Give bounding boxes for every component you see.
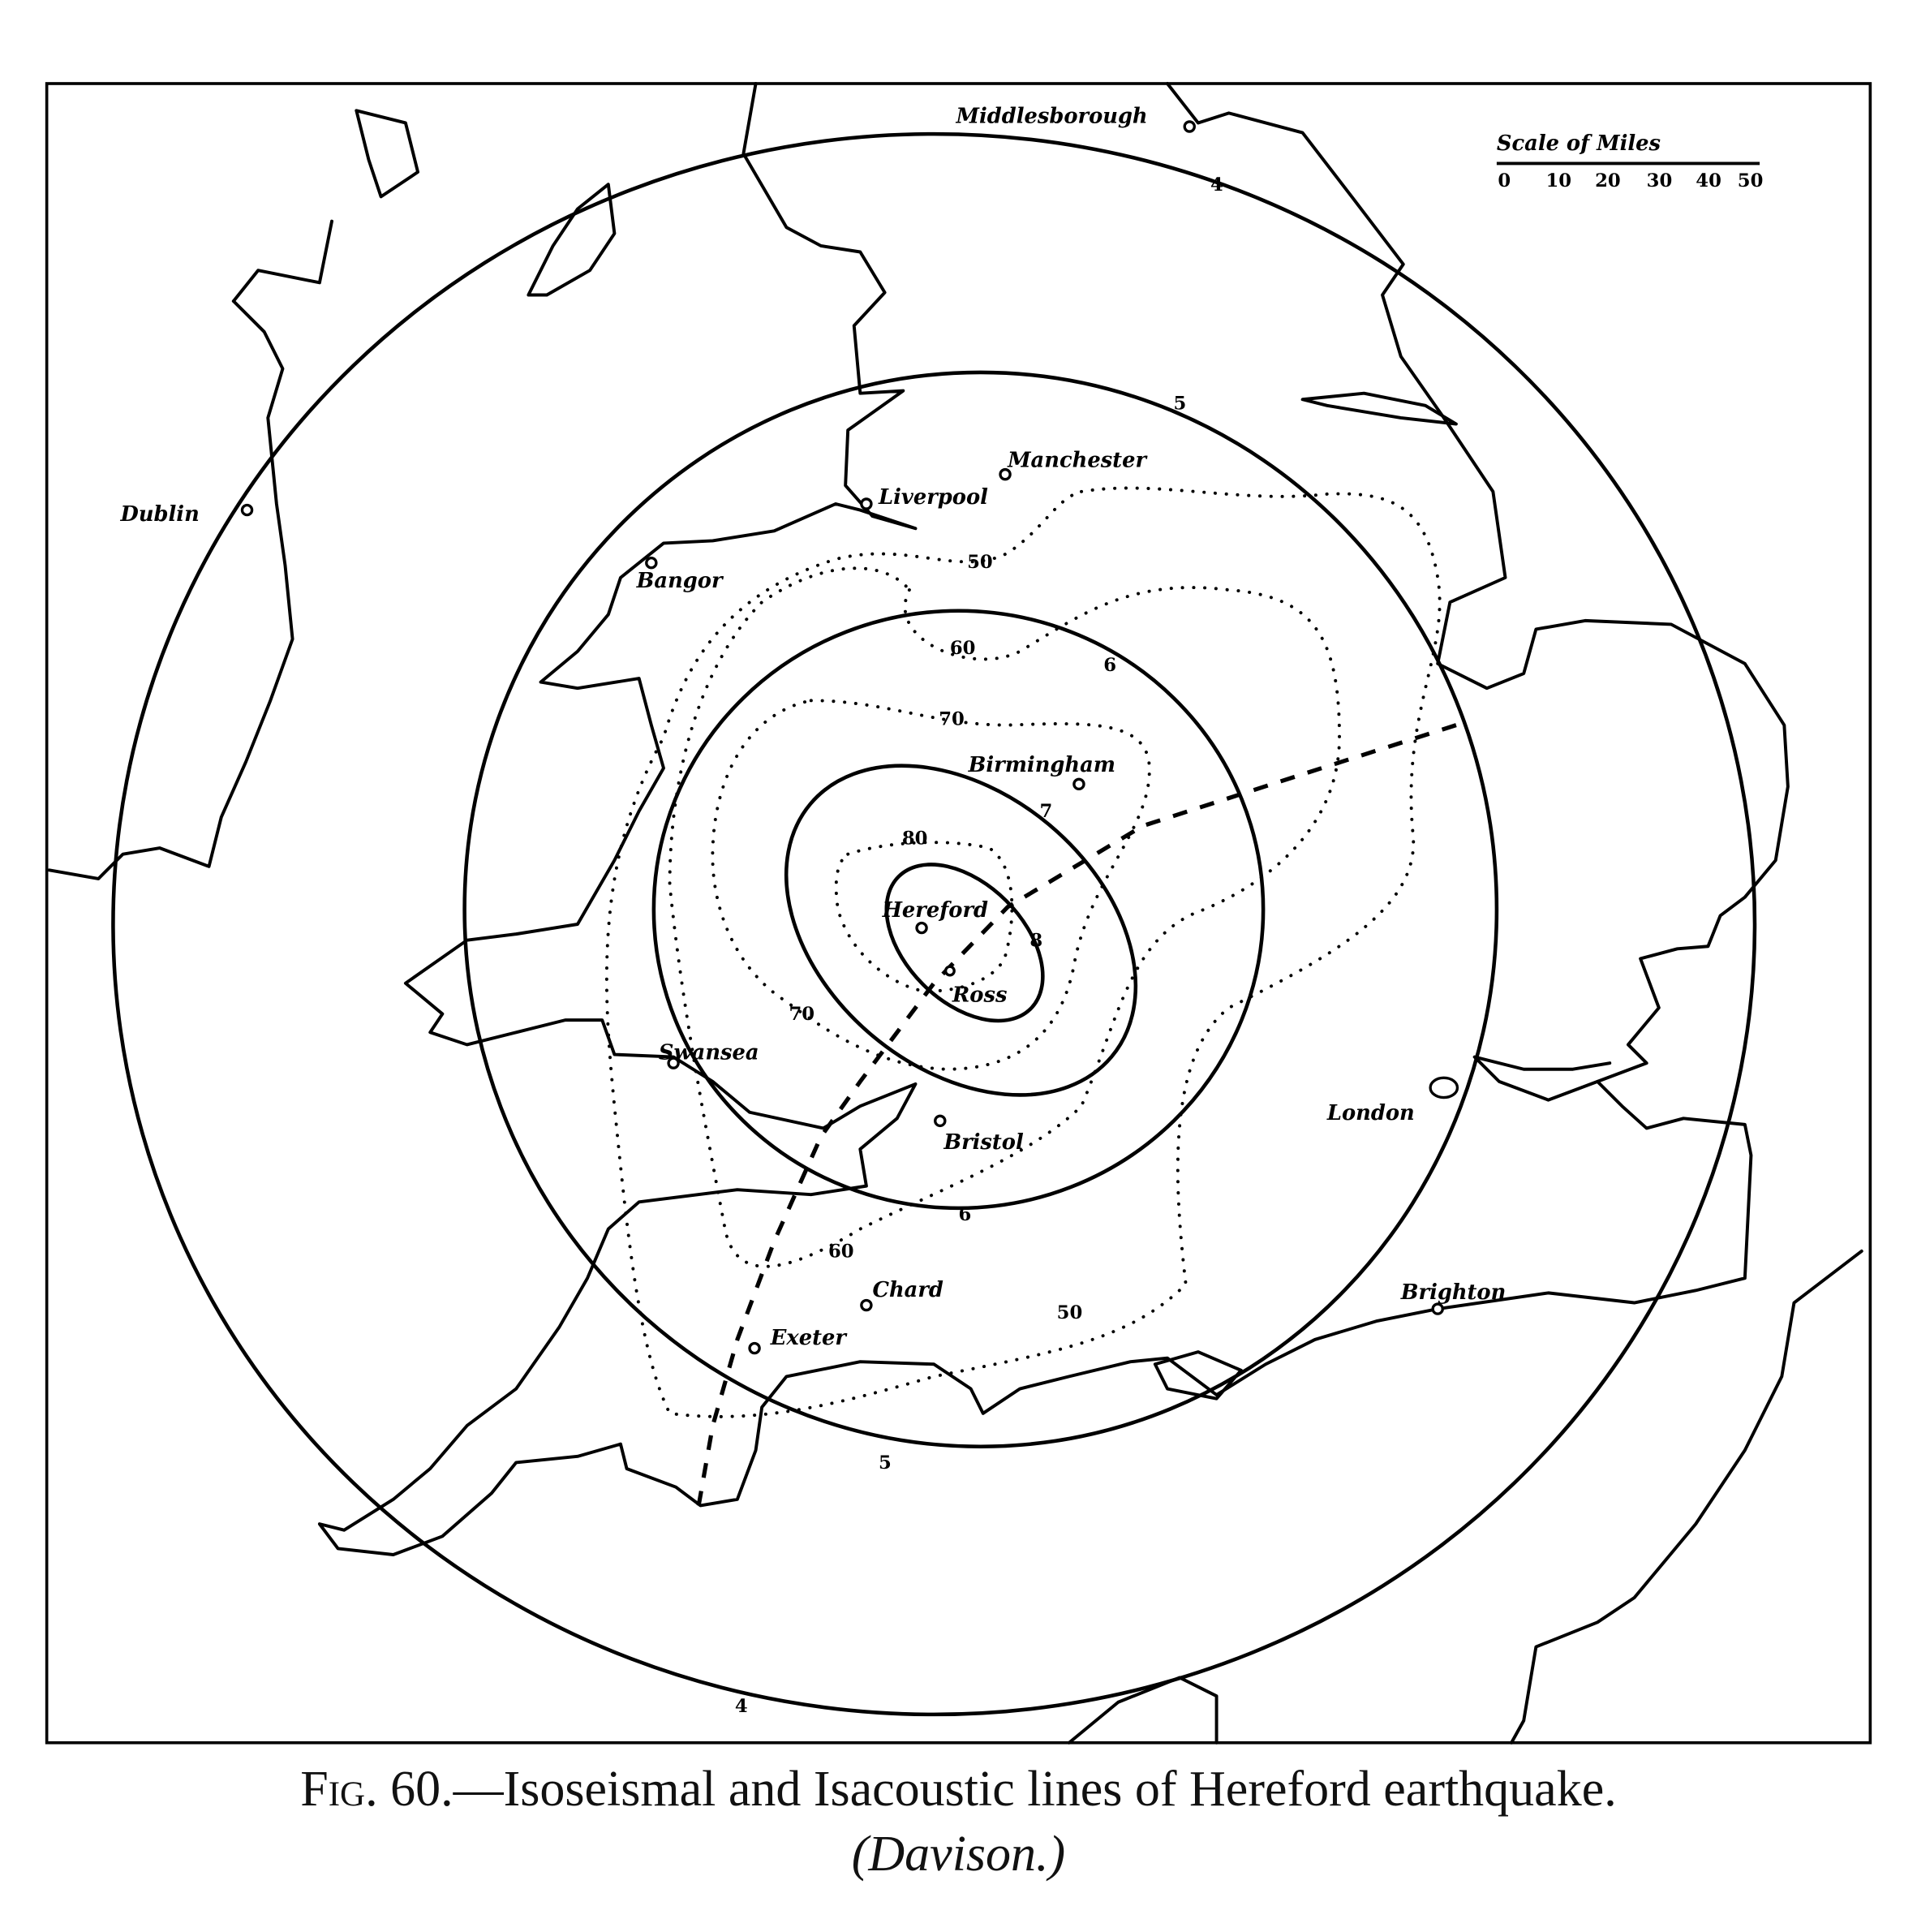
figure-number: Fig. 60. — [300, 1762, 453, 1817]
isacoustic-label: 70 — [939, 709, 965, 730]
coastline-ireland — [47, 299, 294, 880]
figure-caption-text: —Isoseismal and Isacoustic lines of Here… — [453, 1762, 1617, 1817]
isoseismal-label: 6 — [1103, 655, 1116, 676]
isoseismal-label: 5 — [879, 1452, 892, 1474]
isacoustic-label: 50 — [1057, 1302, 1083, 1323]
scale-tick-10: 10 — [1545, 170, 1571, 191]
isacoustic-label: 60 — [950, 638, 976, 659]
city-marker-bristol — [934, 1114, 947, 1128]
city-label-bangor: Bangor — [636, 569, 724, 593]
coastline-scotland-west — [231, 109, 420, 303]
map-frame — [45, 82, 1872, 1745]
isacoustic-50 — [604, 486, 1442, 1418]
isoseismal-label: 4 — [1210, 174, 1223, 196]
city-marker-swansea — [667, 1056, 680, 1069]
city-marker-bangor — [645, 556, 658, 570]
city-marker-brighton — [1431, 1302, 1444, 1315]
isacoustic-80 — [834, 841, 1014, 993]
isoseismal-label: 7 — [1039, 801, 1052, 822]
isoseismal-6 — [651, 609, 1266, 1211]
coastline-irish-sea-inlet — [1300, 391, 1458, 426]
city-label-brighton: Brighton — [1400, 1280, 1507, 1305]
isoseismal-5 — [462, 370, 1499, 1448]
city-label-chard: Chard — [872, 1278, 943, 1302]
city-label-birmingham: Birmingham — [968, 753, 1115, 777]
city-label-london: London — [1326, 1101, 1415, 1125]
isacoustic-label: 50 — [967, 552, 993, 573]
city-label-dublin: Dublin — [120, 502, 200, 527]
isoseismal-8 — [884, 863, 1045, 1023]
scale-title: Scale of Miles — [1497, 131, 1661, 156]
figure-caption: Fig. 60.—Isoseismal and Isacoustic lines… — [0, 1761, 1917, 1818]
city-marker-london — [1429, 1076, 1459, 1099]
coastlines — [47, 82, 1863, 1745]
isoseismal-4 — [111, 131, 1757, 1717]
scale-tick-30: 30 — [1647, 170, 1673, 191]
isoseismal-labels: 4 4 5 5 6 6 7 8 — [735, 174, 1223, 1717]
isoseismal-label: 8 — [1029, 930, 1042, 951]
city-marker-middlesborough — [1183, 120, 1196, 133]
isacoustic-labels: 50 50 60 60 70 70 80 — [789, 552, 1082, 1323]
cities: Middlesborough Manchester Liverpool Dubl… — [120, 104, 1507, 1355]
city-label-middlesborough: Middlesborough — [955, 104, 1147, 128]
city-marker-liverpool — [860, 497, 873, 510]
city-marker-hereford — [915, 921, 928, 935]
city-marker-dublin — [240, 503, 254, 517]
scale-tick-0: 0 — [1498, 170, 1511, 191]
coastline-britain-west — [317, 82, 1790, 1556]
scale-bar: Scale of Miles 0 10 20 30 40 50 — [1496, 131, 1764, 191]
isacoustic-label: 80 — [902, 828, 928, 850]
isoseismal-7 — [784, 764, 1138, 1097]
isoseismal-label: 4 — [735, 1696, 748, 1717]
city-marker-manchester — [999, 467, 1012, 481]
city-label-swansea: Swansea — [659, 1041, 759, 1065]
isacoustic-label: 60 — [828, 1241, 854, 1262]
coastline-isle-of-man — [527, 183, 617, 297]
isoseismal-label: 5 — [1174, 393, 1187, 414]
seismic-axis-line — [695, 723, 1457, 1510]
city-label-hereford: Hereford — [882, 898, 988, 923]
isacoustic-70 — [711, 699, 1151, 1071]
scale-tick-40: 40 — [1696, 170, 1721, 191]
isacoustic-lines — [604, 486, 1442, 1418]
city-marker-birmingham — [1072, 777, 1085, 791]
isacoustic-label: 70 — [789, 1004, 815, 1025]
city-label-manchester: Manchester — [1007, 449, 1148, 473]
city-marker-exeter — [748, 1341, 761, 1355]
isoseismal-label: 6 — [959, 1204, 972, 1225]
city-label-liverpool: Liverpool — [878, 485, 988, 510]
city-marker-ross — [943, 965, 956, 977]
scale-tick-50: 50 — [1738, 170, 1764, 191]
isoseismal-lines — [111, 131, 1757, 1717]
city-label-exeter: Exeter — [770, 1326, 849, 1350]
coastline-france — [1067, 1249, 1863, 1745]
figure-credit-text: (Davison.) — [851, 1827, 1066, 1882]
figure-credit: (Davison.) — [0, 1826, 1917, 1883]
city-marker-chard — [860, 1298, 873, 1312]
city-label-bristol: Bristol — [943, 1130, 1024, 1155]
city-label-ross: Ross — [952, 983, 1008, 1007]
scale-tick-20: 20 — [1595, 170, 1621, 191]
coastline-thames — [1472, 1055, 1612, 1102]
coastline-isle-of-wight — [1153, 1350, 1243, 1401]
